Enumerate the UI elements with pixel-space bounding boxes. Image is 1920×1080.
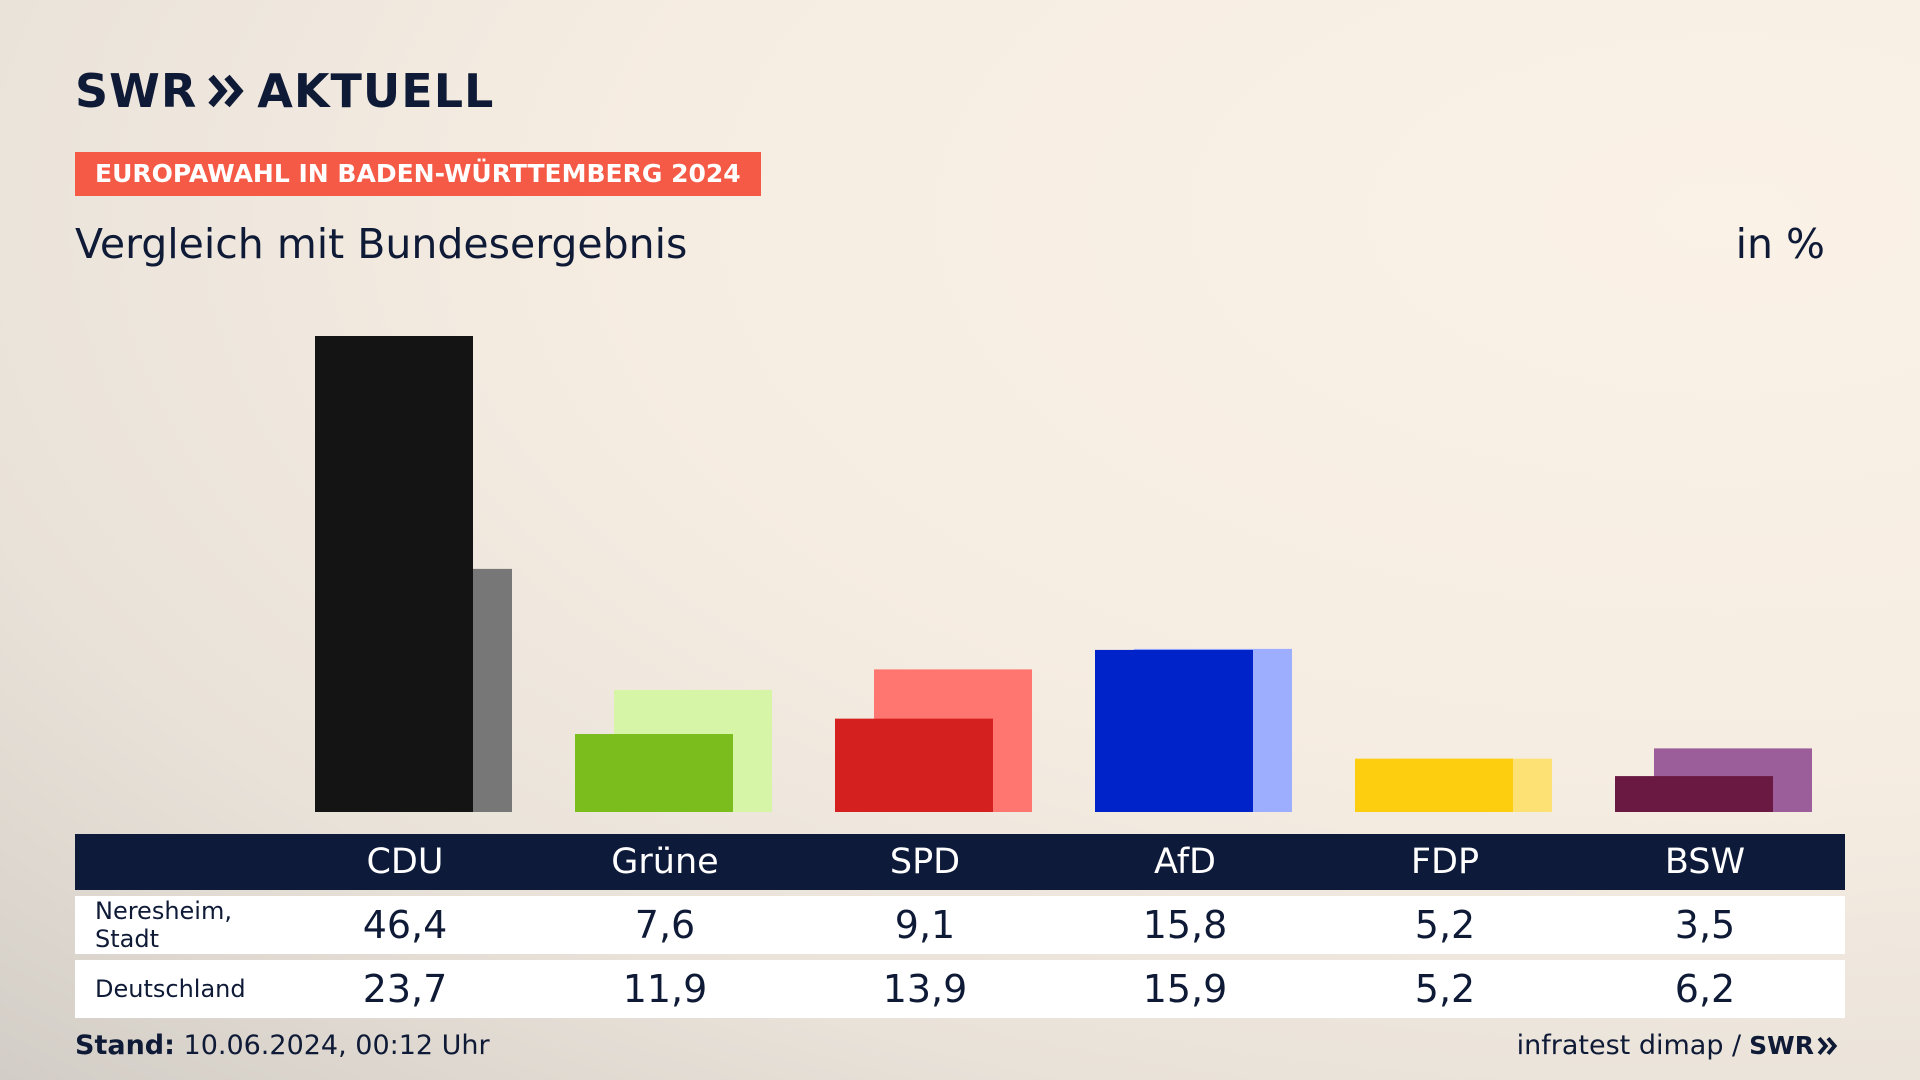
election-banner: EUROPAWAHL IN BADEN-WÜRTTEMBERG 2024 <box>75 152 761 196</box>
value-cell: 11,9 <box>622 967 708 1011</box>
header-party: BSW <box>1664 842 1746 882</box>
bar-chart <box>315 336 1812 812</box>
bar-local-spd <box>835 718 993 812</box>
logo-word: SWR <box>75 64 198 118</box>
unit-label: in % <box>1735 220 1825 268</box>
value-cell: 5,2 <box>1414 967 1476 1011</box>
header-party: SPD <box>889 842 961 882</box>
small-logo-word: SWR <box>1749 1031 1814 1060</box>
table-row: Neresheim, Stadt 46,4 7,6 9,1 15,8 5,2 3… <box>75 896 1845 954</box>
value-cell: 6,2 <box>1674 967 1736 1011</box>
value-cell: 7,6 <box>634 903 696 947</box>
table-header: CDU Grüne SPD AfD FDP BSW <box>75 834 1845 890</box>
logo-section: AKTUELL <box>257 64 495 118</box>
swr-small-logo: SWR <box>1749 1031 1840 1060</box>
value-cell: 15,9 <box>1142 967 1228 1011</box>
header-party: Grüne <box>611 842 719 882</box>
value-cell: 3,5 <box>1674 903 1736 947</box>
row-label: Neresheim, Stadt <box>95 897 232 953</box>
value-cell: 13,9 <box>882 967 968 1011</box>
value-cell: 9,1 <box>894 903 956 947</box>
header-party: CDU <box>366 842 444 882</box>
stand-value: 10.06.2024, 00:12 Uhr <box>183 1030 490 1061</box>
row-label: Deutschland <box>95 975 246 1003</box>
chart-subtitle: Vergleich mit Bundesergebnis <box>75 220 688 268</box>
double-chevron-icon <box>208 74 244 108</box>
bar-local-grüne <box>575 734 733 812</box>
bar-local-fdp <box>1355 758 1513 812</box>
source-text: infratest dimap / <box>1516 1030 1742 1061</box>
small-chevron-icon <box>1817 1036 1838 1055</box>
bar-local-afd <box>1095 649 1253 812</box>
results-table: CDU Grüne SPD AfD FDP BSW Neresheim, Sta… <box>75 834 1845 1018</box>
value-cell: 15,8 <box>1142 903 1228 947</box>
timestamp: Stand: 10.06.2024, 00:12 Uhr <box>75 1030 490 1061</box>
stand-label: Stand: <box>75 1030 175 1061</box>
header-party: AfD <box>1154 842 1216 882</box>
bar-local-cdu <box>315 336 473 812</box>
swr-aktuell-logo: SWR AKTUELL <box>75 64 494 118</box>
header-party: FDP <box>1410 842 1480 882</box>
bar-local-bsw <box>1615 776 1773 812</box>
value-cell: 23,7 <box>362 967 448 1011</box>
table-row: Deutschland 23,7 11,9 13,9 15,9 5,2 6,2 <box>75 960 1845 1018</box>
value-cell: 5,2 <box>1414 903 1476 947</box>
value-cell: 46,4 <box>362 903 448 947</box>
source-credit: infratest dimap / SWR <box>1517 1030 1840 1061</box>
